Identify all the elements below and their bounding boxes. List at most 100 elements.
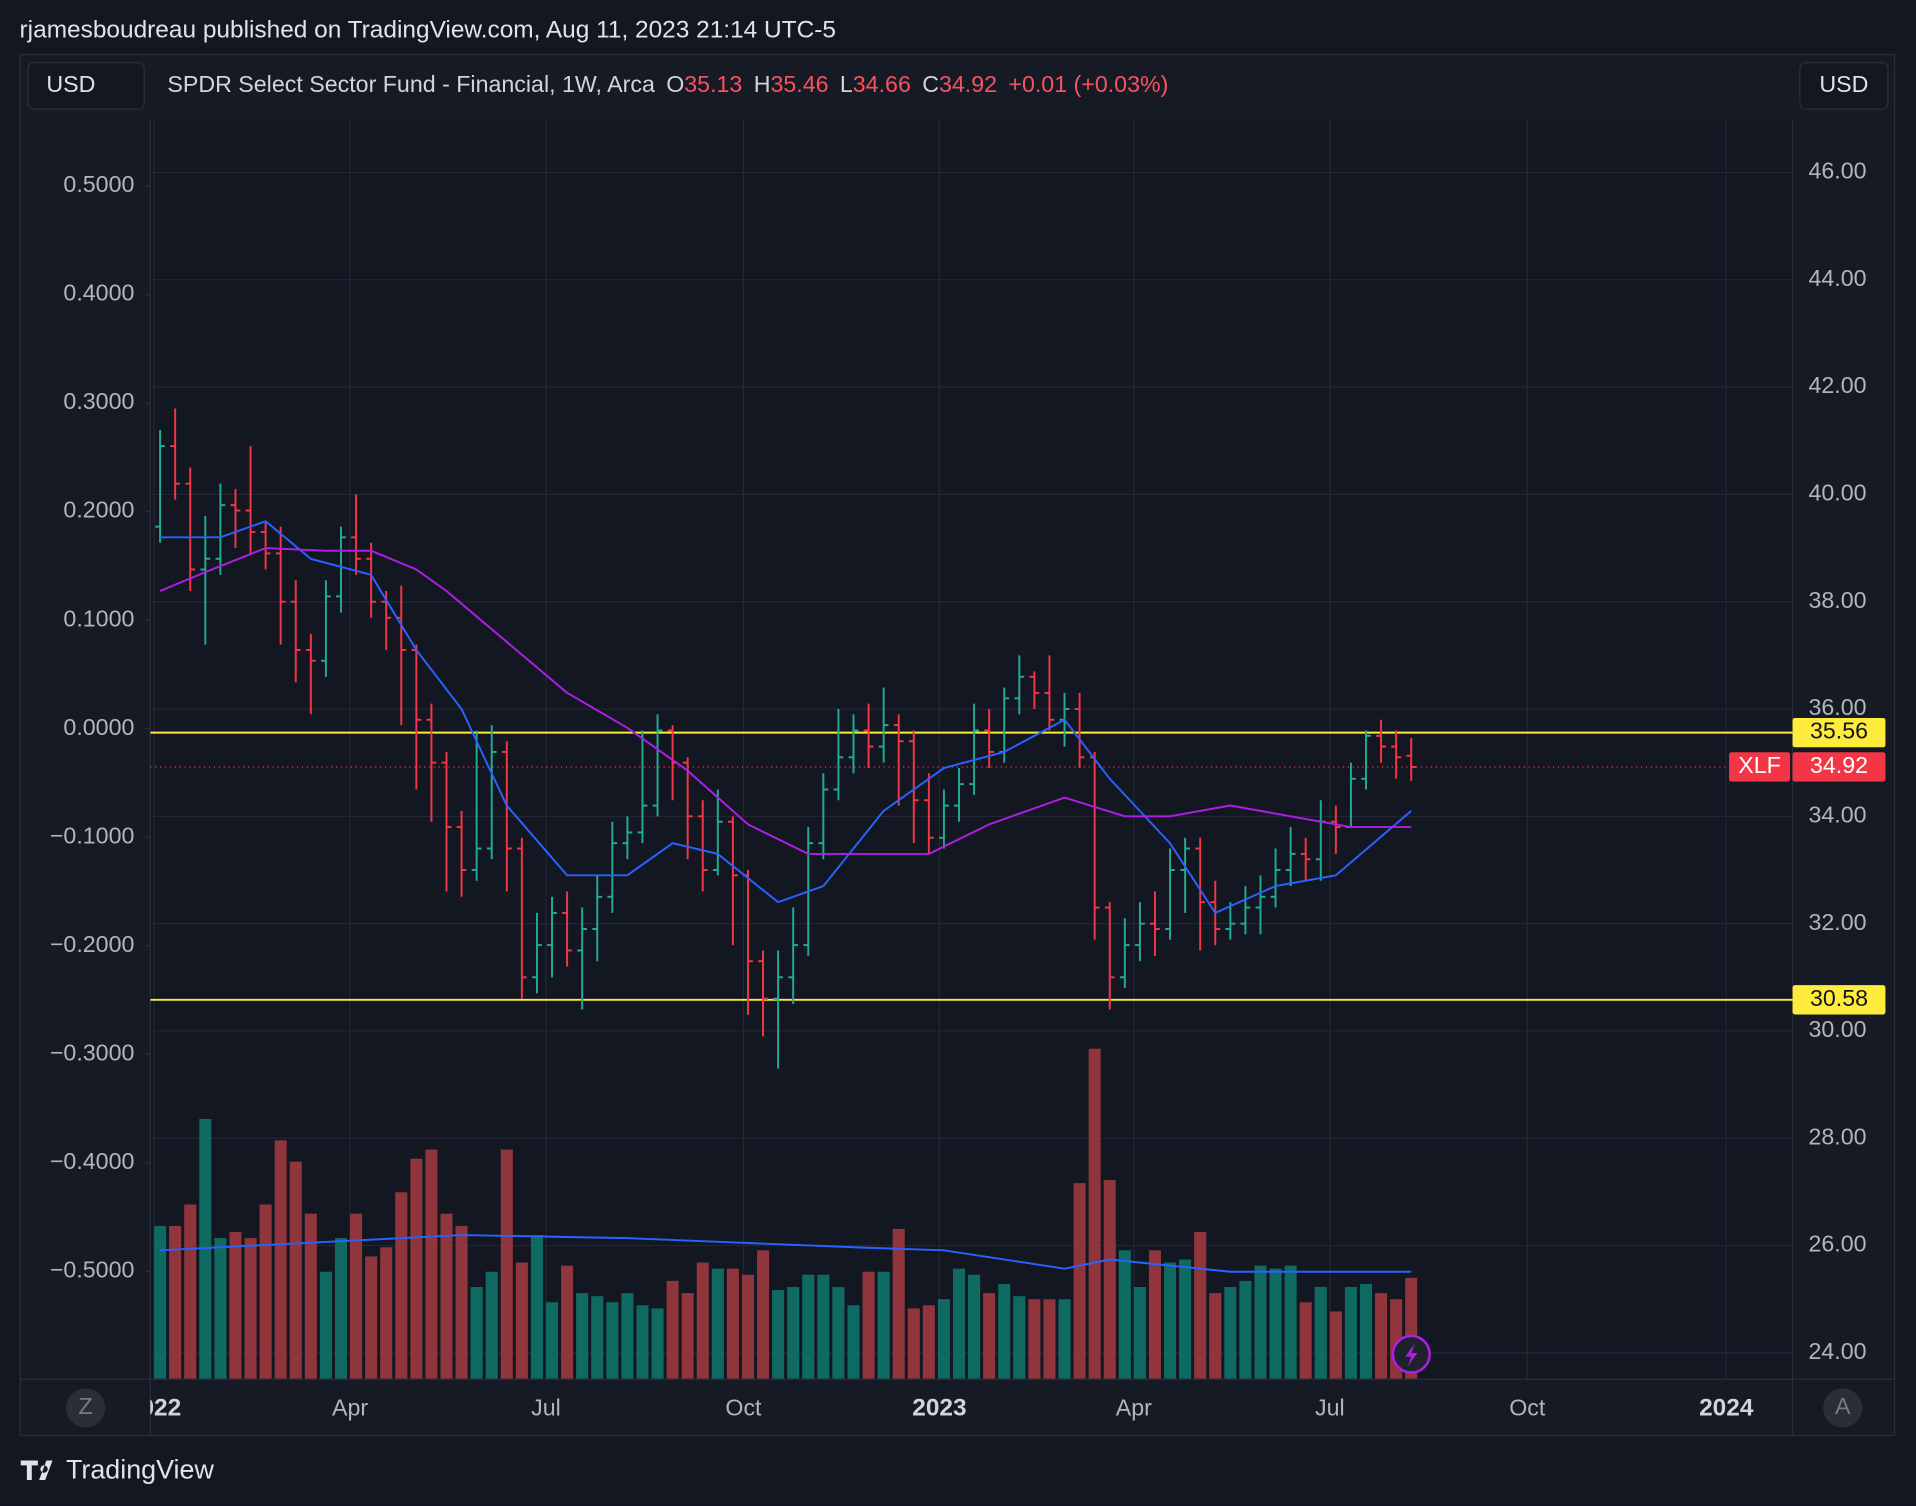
x-tick-label: 2022 [127,1395,181,1422]
volume-bar [1194,1232,1207,1379]
y-tick-label: 26.00 [1808,1231,1866,1257]
auto-button[interactable] [1823,1388,1863,1428]
volume-bar [983,1293,996,1379]
volume-bar [1164,1262,1177,1379]
currency-button-label: USD [46,71,95,97]
volume-bar [304,1213,317,1379]
currency-button[interactable] [27,61,145,110]
y2-tick-label: 0.1000 [63,605,134,631]
y-tick-label: 46.00 [1808,158,1866,184]
x-tick-label: 2024 [1699,1395,1754,1422]
level-label: 35.56 [1810,718,1868,744]
volume-bar [214,1238,227,1379]
y-tick-label: 36.00 [1808,694,1866,720]
volume-bar [545,1302,559,1379]
volume-bar [289,1161,302,1379]
volume-bar [937,1299,950,1379]
legend-o: 35.13 [684,71,742,97]
z-button-label: Z [78,1393,92,1419]
volume-bar [515,1262,528,1379]
y2-tick-label: 0.4000 [63,280,134,306]
volume-bar [319,1271,332,1379]
y-tick-label: 28.00 [1808,1123,1866,1149]
volume-bar [1088,1048,1101,1379]
volume-bar [1375,1293,1388,1379]
volume-bar [1239,1280,1252,1379]
volume-bar [259,1204,272,1379]
y2-tick-label: 0.3000 [63,388,134,414]
volume-bar [636,1305,649,1379]
y2-tick-label: 0.0000 [63,714,134,740]
volume-bar [1133,1286,1146,1379]
legend-change: +0.01 (+0.03%) [1008,71,1168,97]
volume-ma-line [160,1234,1412,1273]
volume-bar [244,1238,257,1379]
volume-bar [576,1293,589,1379]
volume-bar [1103,1180,1116,1379]
y2-tick-label: 0.2000 [63,497,134,523]
volume-bar [952,1268,966,1379]
x-tick-label: Jul [1315,1394,1345,1420]
time-axis: 2022 Apr Jul Oct 2023 Apr Jul Oct 2024 [127,1394,1754,1422]
volume-bar [395,1192,408,1379]
volume-bar [847,1305,860,1379]
volume-bar [1329,1311,1342,1379]
level-label-box [1792,985,1886,1015]
legend: SPDR Select Sector Fund - Financial, 1W,… [167,71,1168,97]
y-tick-label: 44.00 [1808,265,1866,291]
volume-bar [711,1268,724,1379]
volume-bar [1209,1293,1222,1379]
volume-bar [440,1213,453,1379]
volume-bar [998,1283,1011,1379]
currency-button[interactable] [1799,61,1889,110]
volume-bar [561,1265,574,1379]
volume-bar [1013,1296,1026,1379]
volume-bar [817,1274,830,1379]
y-tick-label: 42.00 [1808,372,1866,398]
volume-bar [892,1228,905,1379]
volume-bar [696,1262,709,1379]
publisher: rjamesboudreau published on TradingView.… [20,16,836,43]
volume-bar [651,1308,664,1379]
volume-bar [229,1232,242,1379]
volume-bar [425,1149,438,1379]
volume-bar [1224,1286,1237,1379]
plot [150,408,1793,1379]
volume-bar [968,1274,981,1379]
z-button[interactable] [65,1388,106,1428]
legend-title: SPDR Select Sector Fund - Financial, 1W,… [167,71,655,97]
legend-o-label: O [666,71,684,97]
x-tick-label: Apr [1116,1394,1152,1420]
logo-mark [20,1460,53,1481]
volume-bar [1179,1259,1192,1379]
legend-c: 34.92 [939,71,997,97]
volume-bar [877,1271,890,1379]
x-tick-label: 2023 [912,1395,966,1422]
volume-bar [1148,1250,1161,1379]
volume-bar [1043,1299,1056,1379]
overlay-icons [1391,1334,1431,1374]
volume-bar [1299,1302,1312,1379]
volume-bar [621,1293,634,1379]
y-tick-label: 30.00 [1808,1016,1866,1042]
volume-bar [741,1274,755,1379]
volume-bar [1028,1299,1041,1379]
volume-bar [154,1225,167,1379]
y2-tick-label: −0.1000 [50,822,135,848]
y-tick-label: 34.00 [1808,801,1866,827]
volume-bar [1344,1286,1357,1379]
volume-bar [772,1290,785,1379]
volume-bar [500,1149,513,1379]
y-tick-label: 32.00 [1808,909,1866,935]
y2-tick-label: −0.5000 [50,1256,135,1282]
volume-bar [591,1296,604,1379]
volume-bar [606,1302,619,1379]
symbol-label-box [1729,752,1791,782]
volume-bar [1118,1250,1131,1379]
volume-bar [350,1213,363,1379]
currency-button-label: USD [1819,71,1868,97]
level-label-box [1792,717,1886,748]
volume-bar [832,1286,845,1379]
volume-bar [470,1286,483,1379]
